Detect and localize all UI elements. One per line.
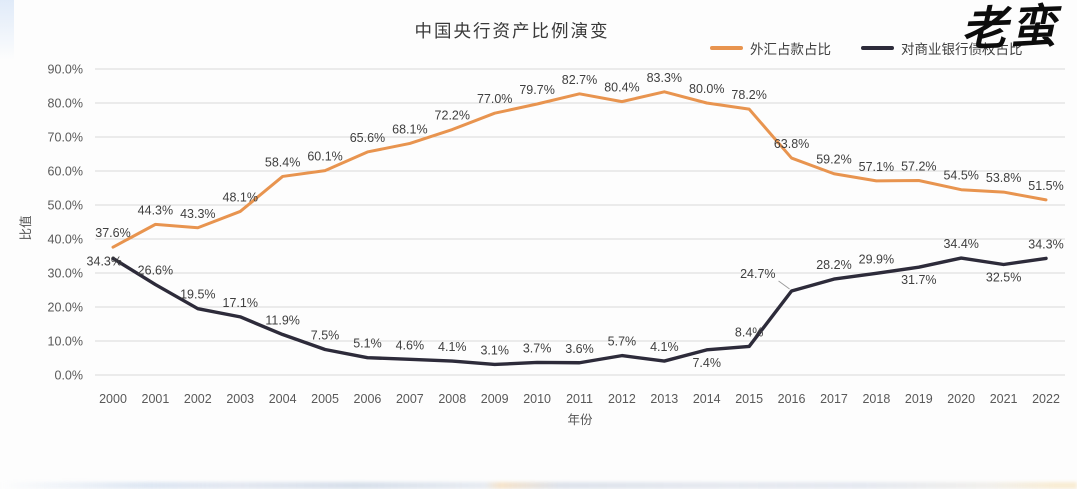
data-label: 72.2% (435, 109, 470, 123)
legend-label-bank-claims: 对商业银行债权占比 (901, 42, 1023, 57)
legend-line-swatch-orange (710, 46, 743, 50)
data-label: 80.0% (689, 82, 724, 96)
x-axis-title: 年份 (567, 413, 593, 427)
x-tick-label: 2020 (947, 392, 975, 406)
label-leader-line (778, 280, 790, 290)
series-line-fx-holdings (111, 90, 1048, 249)
data-label: 54.5% (943, 169, 978, 183)
x-tick-label: 2022 (1032, 392, 1060, 406)
data-label: 31.7% (901, 273, 936, 287)
x-tick-label: 2001 (142, 392, 170, 406)
data-label: 58.4% (265, 155, 300, 169)
legend-line-swatch-dark (861, 46, 894, 50)
data-label: 57.1% (859, 160, 894, 174)
y-tick-label: 50.0% (48, 199, 83, 213)
y-tick-label: 10.0% (48, 335, 83, 349)
y-tick-label: 70.0% (48, 131, 83, 145)
legend-item-fx-holdings: 外汇占款占比 (710, 38, 831, 58)
data-label: 63.8% (774, 137, 809, 151)
data-label: 65.6% (350, 131, 385, 145)
data-label: 4.1% (438, 340, 467, 354)
x-tick-label: 2016 (778, 392, 806, 406)
data-label: 34.3% (1028, 237, 1063, 251)
y-axis-title: 比值 (18, 215, 33, 240)
data-label: 80.4% (604, 81, 639, 95)
y-tick-label: 80.0% (48, 97, 83, 111)
data-label: 43.3% (180, 207, 215, 221)
data-label: 77.0% (477, 92, 512, 106)
data-label: 4.6% (396, 338, 425, 352)
series-line-bank-claims (111, 256, 1048, 367)
data-label: 32.5% (986, 271, 1021, 285)
data-label: 3.1% (480, 343, 509, 357)
data-label: 68.1% (392, 122, 427, 136)
data-label: 60.1% (307, 150, 342, 164)
data-label: 8.4% (735, 325, 764, 339)
data-label: 82.7% (562, 73, 597, 87)
bottom-edge-artifact (0, 482, 1077, 489)
y-tick-label: 90.0% (48, 63, 83, 77)
x-tick-label: 2005 (311, 392, 339, 406)
data-label: 44.3% (138, 203, 173, 217)
x-tick-label: 2009 (481, 392, 509, 406)
x-tick-label: 2006 (354, 392, 382, 406)
x-tick-label: 2000 (99, 392, 127, 406)
legend-label-fx-holdings: 外汇占款占比 (750, 42, 831, 57)
x-tick-label: 2010 (523, 392, 551, 406)
data-label: 3.7% (523, 341, 552, 355)
y-tick-label: 0.0% (55, 369, 84, 383)
x-tick-label: 2021 (990, 392, 1018, 406)
data-label: 78.2% (731, 88, 766, 102)
data-label: 83.3% (647, 71, 682, 85)
data-label: 3.6% (565, 342, 594, 356)
data-label: 11.9% (265, 314, 300, 328)
y-tick-label: 40.0% (48, 233, 83, 247)
data-label: 24.7% (740, 267, 775, 281)
x-tick-label: 2008 (438, 392, 466, 406)
data-label: 57.2% (901, 160, 936, 174)
x-tick-label: 2012 (608, 392, 636, 406)
data-label: 34.4% (943, 237, 978, 251)
data-label: 28.2% (816, 258, 851, 272)
data-label: 59.2% (816, 153, 851, 167)
data-label: 48.1% (223, 190, 258, 204)
data-label: 5.1% (353, 337, 382, 351)
x-tick-label: 2013 (650, 392, 678, 406)
x-tick-label: 2019 (905, 392, 933, 406)
x-tick-label: 2007 (396, 392, 424, 406)
y-tick-label: 30.0% (48, 267, 83, 281)
data-label: 7.4% (692, 356, 721, 370)
data-label: 19.5% (180, 288, 215, 302)
x-tick-label: 2003 (226, 392, 254, 406)
data-label: 79.7% (519, 83, 554, 97)
x-tick-label: 2002 (184, 392, 212, 406)
y-tick-label: 20.0% (48, 301, 83, 315)
x-tick-label: 2014 (693, 392, 721, 406)
data-label: 26.6% (138, 264, 173, 278)
data-label: 34.3% (87, 254, 122, 268)
data-label: 53.8% (986, 171, 1021, 185)
data-label: 7.5% (311, 329, 340, 343)
data-label: 5.7% (608, 335, 637, 349)
x-tick-label: 2004 (269, 392, 297, 406)
data-label: 37.6% (95, 226, 130, 240)
x-tick-label: 2011 (566, 392, 593, 406)
y-tick-label: 60.0% (48, 165, 83, 179)
x-tick-label: 2017 (820, 392, 848, 406)
x-tick-label: 2015 (735, 392, 763, 406)
data-label: 51.5% (1028, 179, 1063, 193)
chart-legend: 外汇占款占比 对商业银行债权占比 (710, 38, 1023, 58)
data-label: 17.1% (223, 296, 258, 310)
chart-title: 中国央行资产比例演变 (414, 21, 610, 41)
x-tick-label: 2018 (862, 392, 890, 406)
data-label: 29.9% (859, 252, 894, 266)
legend-item-bank-claims: 对商业银行债权占比 (861, 38, 1023, 58)
data-label: 4.1% (650, 340, 679, 354)
